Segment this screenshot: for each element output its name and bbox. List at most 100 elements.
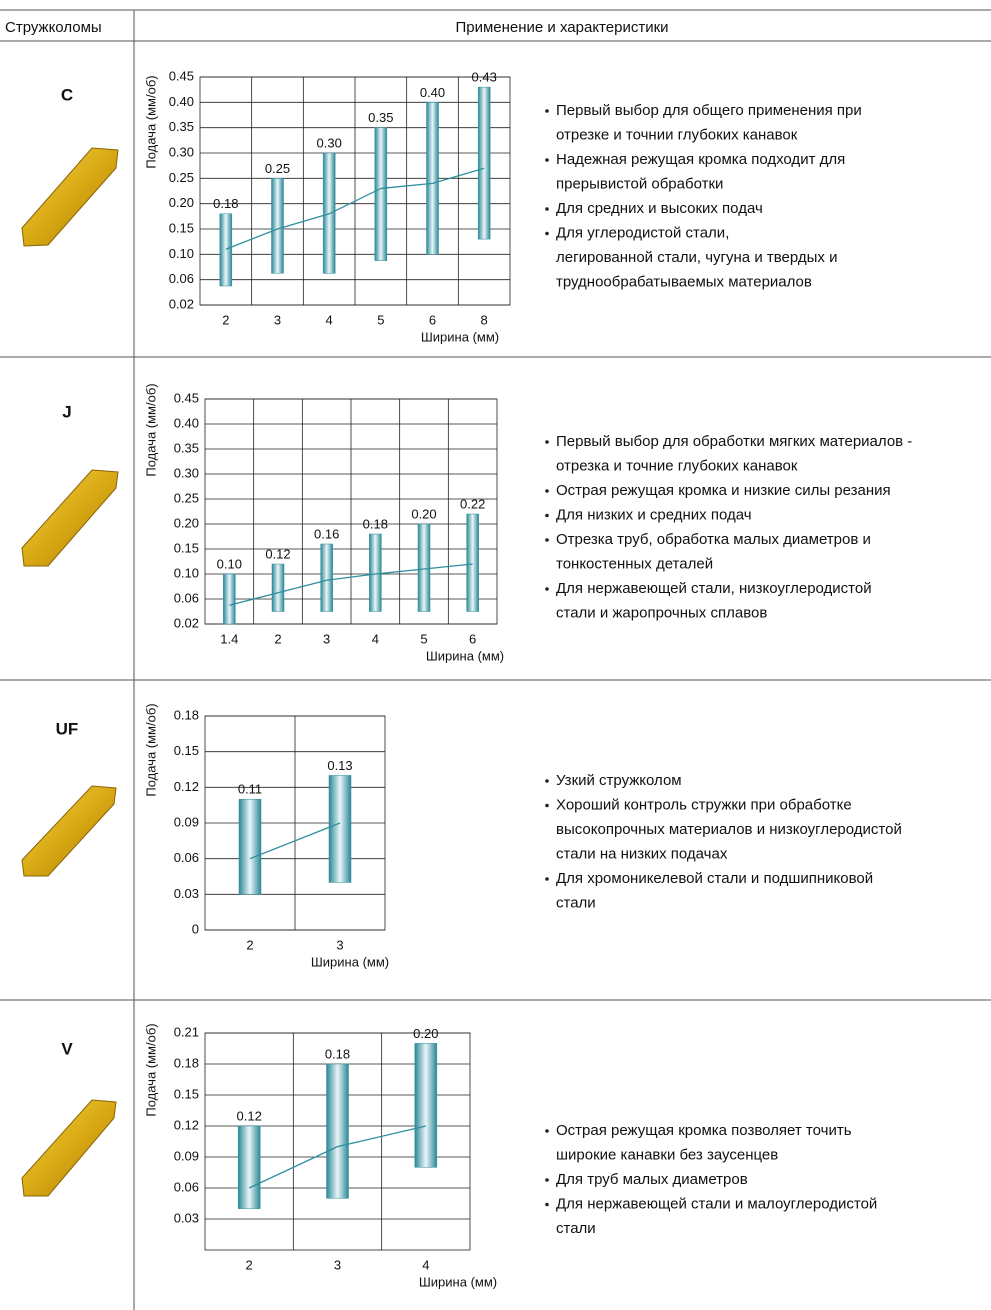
value-label: 0.18 — [325, 1046, 350, 1061]
y-tick-label: 0.25 — [169, 170, 194, 185]
y-tick-label: 0.21 — [174, 1024, 199, 1039]
value-label: 0.40 — [420, 85, 445, 100]
range-bar — [374, 127, 388, 261]
bullet-text: легированной стали, чугуна и твердых и — [556, 249, 837, 266]
x-tick-label: 2 — [274, 631, 281, 646]
y-tick-label: 0.02 — [174, 615, 199, 630]
bullet-dot — [545, 158, 549, 162]
bullet-dot — [545, 513, 549, 518]
y-tick-label: 0.15 — [169, 220, 194, 235]
y-tick-label: 0.06 — [169, 271, 194, 286]
value-label: 0.12 — [237, 1108, 262, 1123]
bullet-text: Первый выбор для общего применения при — [556, 102, 862, 119]
value-label: 0.30 — [317, 135, 342, 150]
x-tick-label: 2 — [222, 312, 229, 327]
x-axis-title: Ширина (мм) — [421, 329, 499, 344]
recommended-line — [229, 563, 473, 606]
recommended-line — [249, 822, 341, 860]
bullet-text: Острая режущая кромка и низкие силы реза… — [556, 482, 891, 499]
x-tick-label: 3 — [323, 631, 330, 646]
value-label: 0.12 — [265, 546, 290, 561]
value-label: 0.11 — [238, 782, 262, 797]
bullet-dot — [545, 779, 549, 783]
y-tick-label: 0.40 — [174, 415, 199, 430]
bullet-dot — [545, 877, 549, 881]
bullet-text: Надежная режущая кромка подходит для — [556, 151, 845, 168]
range-bar — [320, 543, 333, 612]
bullet-dot — [545, 1178, 549, 1182]
bullet-text: Острая режущая кромка позволяет точить — [556, 1122, 852, 1139]
bullet-dot — [545, 207, 549, 211]
range-bar — [237, 1125, 261, 1209]
y-tick-label: 0.18 — [174, 1055, 199, 1070]
bullet-text: Отрезка труб, обработка малых диаметров … — [556, 531, 871, 548]
value-label: 0.35 — [368, 110, 393, 125]
y-axis-title: Подача (мм/об) — [143, 703, 158, 796]
value-label: 0.13 — [327, 758, 352, 773]
y-tick-label: 0.02 — [169, 296, 194, 311]
x-tick-label: 3 — [334, 1257, 341, 1272]
range-bar — [414, 1043, 438, 1168]
value-label: 0.18 — [363, 516, 388, 531]
y-tick-label: 0.30 — [174, 465, 199, 480]
value-label: 0.20 — [411, 506, 436, 521]
range-bar — [271, 178, 284, 274]
bullet-dot — [545, 1202, 549, 1207]
y-tick-label: 0.15 — [174, 540, 199, 555]
y-tick-label: 0.06 — [174, 1179, 199, 1194]
x-tick-label: 4 — [422, 1257, 429, 1272]
y-tick-label: 0.15 — [174, 1086, 199, 1101]
bullet-text: труднообрабатываемых материалов — [556, 273, 812, 290]
y-tick-label: 0.35 — [169, 119, 194, 134]
y-tick-label: 0.40 — [169, 94, 194, 109]
range-bar — [426, 102, 439, 255]
y-tick-label: 0.06 — [174, 590, 199, 605]
bullet-text: Для нержавеющей стали и малоуглеродистой — [556, 1195, 877, 1212]
y-tick-label: 0.12 — [174, 1117, 199, 1132]
header-cell: Стружколомы — [5, 19, 102, 36]
x-tick-label: 3 — [274, 312, 281, 327]
insert-image — [21, 147, 119, 1197]
y-tick-label: 0.12 — [174, 779, 199, 794]
x-tick-label: 4 — [372, 631, 379, 646]
row-name: UF — [56, 719, 79, 738]
value-label: 0.25 — [265, 161, 290, 176]
row-name: C — [61, 85, 73, 104]
y-tick-label: 0.18 — [174, 707, 199, 722]
bullet-text: тонкостенных деталей — [556, 555, 713, 572]
value-label: 0.10 — [217, 556, 242, 571]
recommended-line — [225, 167, 485, 250]
y-tick-label: 0.09 — [174, 1148, 199, 1163]
value-label: 0.22 — [460, 496, 485, 511]
bullet-text: широкие канавки без заусенцев — [556, 1146, 778, 1163]
bullet-dot — [545, 538, 549, 542]
bullet-text: Для углеродистой стали, — [556, 224, 729, 241]
y-tick-label: 0.03 — [174, 886, 199, 901]
x-tick-label: 6 — [469, 631, 476, 646]
bullet-dot — [545, 109, 549, 113]
y-tick-label: 0.10 — [169, 246, 194, 261]
range-bar — [466, 513, 479, 612]
row-name: J — [62, 402, 71, 421]
range-bar — [326, 1063, 349, 1199]
bullet-dot — [545, 587, 549, 591]
y-tick-label: 0.35 — [174, 440, 199, 455]
x-axis-title: Ширина (мм) — [426, 648, 504, 663]
x-tick-label: 2 — [246, 937, 253, 952]
bullet-text: отрезка и точние глубоких канавок — [556, 457, 798, 474]
range-bar — [223, 573, 236, 625]
value-label: 0.43 — [472, 70, 497, 85]
bullet-text: высокопрочных материалов и низкоуглероди… — [556, 821, 902, 838]
range-bar — [328, 775, 352, 883]
x-tick-label: 5 — [377, 312, 384, 327]
bullet-dot — [545, 440, 549, 444]
y-axis-title: Подача (мм/об) — [143, 383, 158, 476]
range-bar — [219, 213, 233, 287]
y-tick-label: 0.30 — [169, 144, 194, 159]
x-tick-label: 5 — [420, 631, 427, 646]
range-bar — [477, 86, 491, 240]
x-tick-label: 1.4 — [220, 631, 238, 646]
y-tick-label: 0.25 — [174, 490, 199, 505]
